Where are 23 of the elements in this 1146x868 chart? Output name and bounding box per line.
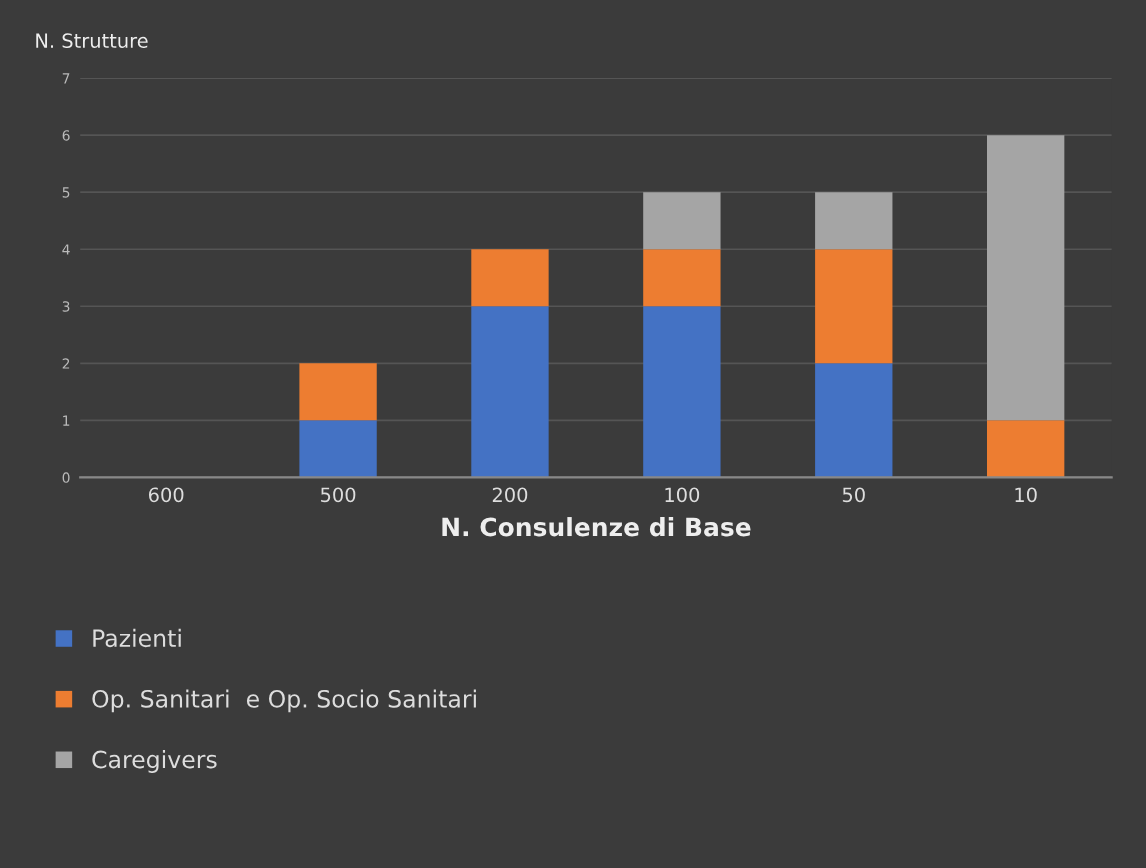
- bar: [299, 363, 377, 421]
- x-tick-label: 500: [321, 487, 356, 503]
- bar: [815, 249, 893, 364]
- bar: [471, 306, 549, 478]
- bar: [815, 363, 893, 478]
- x-tick-label: 100: [665, 487, 700, 503]
- x-tick-label: 50: [842, 487, 865, 503]
- legend-label: Caregivers: [92, 750, 217, 773]
- y-axis-title: N. Strutture: [36, 33, 148, 49]
- legend-label: Pazienti: [93, 628, 181, 648]
- bar: [815, 192, 893, 250]
- bar: [643, 192, 721, 250]
- bar: [643, 306, 721, 478]
- bar: [471, 249, 549, 307]
- x-tick-label: 200: [492, 487, 528, 503]
- x-axis-title: N. Consulenze di Base: [442, 517, 751, 537]
- x-tick-label: 10: [1015, 487, 1037, 503]
- x-tick-label: 600: [148, 487, 184, 503]
- legend-label: Op. Sanitari e Op. Socio Sanitari: [92, 689, 476, 713]
- bar: [643, 249, 721, 307]
- bar: [986, 135, 1065, 421]
- bar: [986, 420, 1065, 478]
- bar: [299, 420, 377, 478]
